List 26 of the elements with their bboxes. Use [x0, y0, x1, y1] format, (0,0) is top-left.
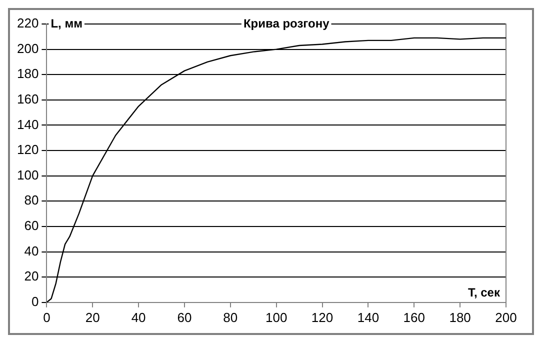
x-tick-label: 140 — [357, 310, 380, 325]
y-tick-label: 120 — [16, 142, 39, 158]
x-tick-label: 60 — [177, 310, 192, 325]
x-tick-label: 80 — [223, 310, 238, 325]
x-tick-label: 160 — [403, 310, 425, 325]
x-axis-title: T, сек — [468, 286, 501, 300]
y-tick-label: 160 — [16, 92, 39, 107]
y-tick-label: 60 — [24, 218, 39, 234]
y-tick-label: 220 — [16, 16, 39, 31]
y-axis-title: L, мм — [50, 16, 83, 30]
y-tick-label: 200 — [16, 40, 39, 56]
x-tick-label: 200 — [495, 310, 517, 325]
y-tick-label: 100 — [16, 167, 39, 182]
x-tick-label: 100 — [265, 310, 288, 325]
x-tick-label: 20 — [85, 310, 100, 325]
y-tick-label: 80 — [24, 192, 39, 208]
chart-title: Крива розгону — [243, 16, 330, 30]
x-tick-label: 180 — [449, 310, 471, 325]
y-tick-label: 20 — [24, 268, 39, 284]
x-tick-label: 40 — [131, 310, 146, 325]
x-tick-label: 0 — [43, 310, 50, 325]
y-tick-label: 140 — [16, 116, 39, 132]
y-tick-label: 0 — [31, 294, 39, 309]
x-tick-label: 120 — [311, 310, 334, 325]
y-tick-label: 180 — [16, 66, 39, 82]
y-tick-label: 40 — [24, 243, 39, 258]
